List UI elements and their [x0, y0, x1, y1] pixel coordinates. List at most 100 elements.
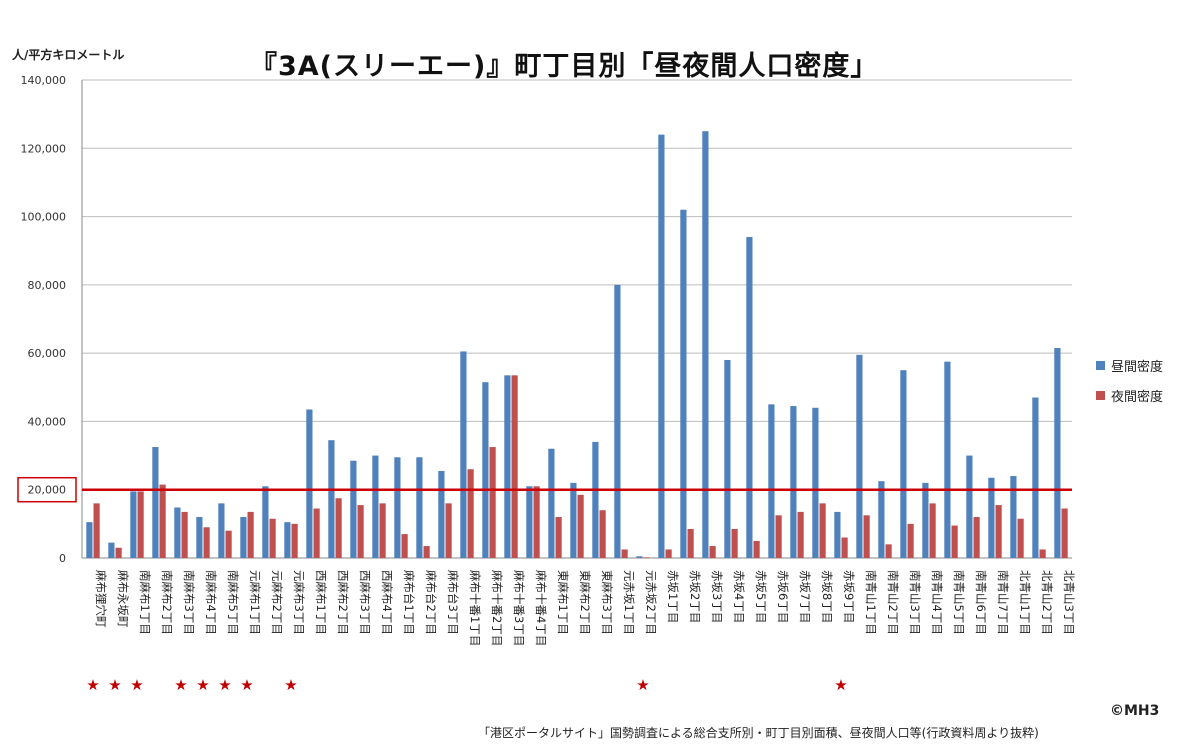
bar-daytime	[900, 370, 907, 558]
y-tick-label: 0	[59, 552, 66, 565]
bar-nighttime	[291, 523, 298, 558]
category-label: 南青山5丁目	[952, 570, 966, 635]
category-label: 南青山6丁目	[974, 570, 988, 635]
category-label: 北青山2丁目	[1040, 570, 1054, 635]
star-marker: ★	[108, 676, 121, 694]
category-label: 南麻布2丁目	[160, 570, 174, 635]
y-tick-label: 20,000	[28, 484, 67, 497]
bar-nighttime	[819, 503, 826, 558]
y-tick-label: 80,000	[28, 279, 67, 292]
bar-daytime	[988, 477, 995, 558]
bar-daytime	[328, 440, 335, 558]
y-tick-label: 140,000	[21, 74, 67, 87]
category-label: 西麻布1丁目	[314, 570, 328, 635]
category-label: 元麻布3丁目	[292, 570, 306, 635]
category-label: 赤坂1丁目	[666, 570, 680, 623]
bar-nighttime	[753, 540, 760, 558]
bar-daytime	[812, 407, 819, 558]
bar-daytime	[174, 507, 181, 558]
bar-daytime	[834, 511, 841, 558]
y-tick-label: 120,000	[21, 142, 67, 155]
bar-daytime	[878, 481, 885, 558]
bar-nighttime	[643, 557, 650, 558]
category-label: 東麻布2丁目	[578, 570, 592, 635]
bar-daytime	[86, 522, 93, 558]
bar-daytime	[658, 134, 665, 558]
copyright: ©MH3	[1110, 703, 1160, 719]
y-tick-label: 40,000	[28, 415, 67, 428]
category-label: 南麻布4丁目	[204, 570, 218, 635]
bar-daytime	[790, 406, 797, 558]
category-label: 元赤坂2丁目	[644, 570, 658, 635]
bar-nighttime	[841, 537, 848, 558]
legend-swatch-daytime	[1096, 360, 1105, 370]
y-axis-unit-label: 人/平方キロメートル	[12, 48, 125, 62]
bar-daytime	[856, 354, 863, 558]
bar-daytime	[1010, 476, 1017, 558]
bar-daytime	[372, 455, 379, 558]
bar-daytime	[1054, 348, 1061, 558]
bar-daytime	[196, 517, 203, 558]
star-marker: ★	[196, 676, 209, 694]
bar-nighttime	[489, 447, 496, 558]
bar-daytime	[1032, 397, 1039, 558]
bar-nighttime	[1061, 508, 1068, 558]
bar-daytime	[460, 351, 467, 558]
bar-nighttime	[159, 484, 166, 558]
bar-nighttime	[599, 510, 606, 558]
source-note: 「港区ポータルサイト」国勢調査による総合支所別・町丁目別面積、昼夜間人口等(行政…	[478, 726, 1039, 740]
bar-daytime	[592, 441, 599, 558]
category-label: 麻布十番1丁目	[468, 570, 482, 646]
category-label: 麻布十番2丁目	[490, 570, 504, 646]
bar-daytime	[680, 209, 687, 558]
bar-daytime	[152, 447, 159, 558]
bar-nighttime	[885, 544, 892, 558]
bar-daytime	[944, 361, 951, 558]
star-marker: ★	[174, 676, 187, 694]
bar-nighttime	[621, 549, 628, 558]
bar-nighttime	[401, 534, 408, 558]
y-tick-label: 100,000	[21, 211, 67, 224]
category-label: 赤坂6丁目	[776, 570, 790, 623]
bar-nighttime	[555, 517, 562, 558]
star-marker: ★	[834, 676, 847, 694]
bar-nighttime	[731, 528, 738, 558]
bar-nighttime	[115, 547, 122, 558]
category-label: 西麻布4丁目	[380, 570, 394, 635]
bar-nighttime	[1017, 518, 1024, 558]
bar-daytime	[416, 457, 423, 558]
star-marker: ★	[240, 676, 253, 694]
bar-nighttime	[93, 503, 100, 558]
bar-daytime	[262, 486, 269, 558]
category-label: 麻布狸穴町	[94, 570, 108, 628]
reference-label-highlight	[17, 476, 77, 503]
bar-nighttime	[775, 515, 782, 558]
bar-daytime	[724, 359, 731, 558]
category-label: 南麻布3丁目	[182, 570, 196, 635]
legend-label-daytime: 昼間密度	[1111, 359, 1164, 375]
bar-nighttime	[181, 511, 188, 558]
bar-nighttime	[1039, 549, 1046, 558]
star-marker: ★	[636, 676, 649, 694]
bar-daytime	[240, 517, 247, 558]
bar-nighttime	[423, 546, 430, 558]
bar-daytime	[350, 460, 357, 558]
bar-daytime	[218, 503, 225, 558]
category-label: 元赤坂1丁目	[622, 570, 636, 635]
bar-daytime	[306, 409, 313, 558]
bar-nighttime	[533, 486, 540, 558]
category-label: 麻布台3丁目	[446, 570, 460, 635]
category-label: 麻布永坂町	[116, 570, 130, 628]
legend-item-daytime: 昼間密度	[1096, 350, 1163, 380]
bar-nighttime	[313, 508, 320, 558]
bar-daytime	[768, 404, 775, 558]
category-label: 西麻布3丁目	[358, 570, 372, 635]
legend: 昼間密度 夜間密度	[1096, 350, 1163, 410]
bar-nighttime	[269, 518, 276, 558]
star-marker: ★	[130, 676, 143, 694]
category-label: 西麻布2丁目	[336, 570, 350, 635]
bar-daytime	[636, 556, 643, 558]
bar-daytime	[130, 491, 137, 558]
category-label: 南青山7丁目	[996, 570, 1010, 635]
